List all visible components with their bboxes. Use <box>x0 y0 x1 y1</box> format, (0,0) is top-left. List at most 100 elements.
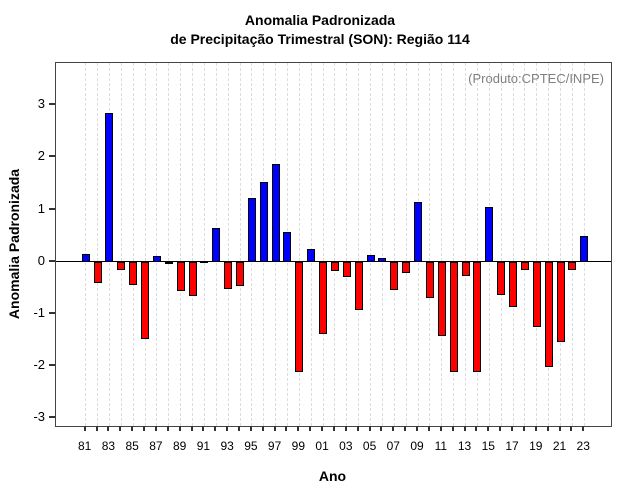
x-tick-label-2021: 21 <box>552 439 567 453</box>
x-tick-1989 <box>178 426 181 431</box>
bar-2015 <box>485 206 494 262</box>
bar-2021 <box>556 261 565 343</box>
gridline-2011 <box>441 63 443 426</box>
bar-1990 <box>188 261 197 297</box>
x-tick-label-1995: 95 <box>244 439 258 453</box>
y-tick-label-0: 0 <box>37 252 45 268</box>
x-tick-label-2001: 01 <box>315 439 329 453</box>
gridline-1989 <box>180 63 182 426</box>
bar-1982 <box>93 261 102 283</box>
y-tick-label--2: -2 <box>33 357 45 373</box>
gridline-2006 <box>381 63 383 426</box>
y-tick-2 <box>49 155 55 158</box>
x-tick-2015 <box>487 426 490 431</box>
x-tick-1992 <box>214 426 217 431</box>
y-tick-label--3: -3 <box>33 409 45 425</box>
x-tick-2002 <box>332 426 335 431</box>
x-tick-label-1997: 97 <box>267 439 282 453</box>
bar-1989 <box>176 261 185 292</box>
x-tick-2010 <box>427 426 430 431</box>
gridline-2001 <box>322 63 324 426</box>
bar-2009 <box>414 201 423 262</box>
y-tick--1 <box>49 311 55 314</box>
x-tick-2014 <box>475 426 478 431</box>
y-tick-label-1: 1 <box>37 200 45 216</box>
gridline-2017 <box>512 63 514 426</box>
bar-2017 <box>509 261 518 307</box>
gridline-2008 <box>405 63 407 426</box>
x-tick-label-1989: 89 <box>172 439 187 453</box>
gridline-1986 <box>144 63 146 426</box>
x-tick-2004 <box>356 426 359 431</box>
gridline-2005 <box>370 63 372 426</box>
x-tick-1981 <box>83 426 86 431</box>
gridline-1991 <box>203 63 205 426</box>
bar-2004 <box>354 261 363 310</box>
bar-2011 <box>437 261 446 336</box>
gridline-1988 <box>168 63 170 426</box>
bar-1992 <box>212 227 221 262</box>
x-axis-title: Ano <box>318 468 347 484</box>
bar-2002 <box>330 261 339 271</box>
gridline-1993 <box>227 63 229 426</box>
y-tick--3 <box>49 416 55 419</box>
x-tick-2001 <box>321 426 324 431</box>
gridline-1999 <box>298 63 300 426</box>
x-tick-1987 <box>154 426 157 431</box>
gridline-2012 <box>453 63 455 426</box>
x-tick-2020 <box>546 426 549 431</box>
gridline-2000 <box>310 63 312 426</box>
x-tick-2007 <box>392 426 395 431</box>
gridline-1990 <box>192 63 194 426</box>
bar-1985 <box>129 261 138 286</box>
gridline-2019 <box>536 63 538 426</box>
bar-1995 <box>247 198 256 262</box>
bar-1996 <box>259 181 268 262</box>
bar-2001 <box>319 261 328 334</box>
x-tick-label-2023: 23 <box>576 439 590 453</box>
gridline-2021 <box>560 63 561 426</box>
gridline-1984 <box>120 63 122 426</box>
x-tick-2018 <box>522 426 525 431</box>
x-tick-label-2011: 11 <box>434 439 448 453</box>
x-tick-2023 <box>582 426 585 431</box>
y-tick-0 <box>49 259 55 262</box>
x-tick-label-1999: 99 <box>291 439 306 453</box>
bar-2016 <box>497 261 506 295</box>
x-tick-label-2017: 17 <box>505 439 519 453</box>
bar-2000 <box>307 249 316 262</box>
chart-title-line1: Anomalia Padronizada <box>244 12 396 28</box>
x-tick-2005 <box>368 426 371 431</box>
bar-2022 <box>568 261 577 271</box>
gridline-2016 <box>500 63 502 426</box>
bar-2023 <box>580 236 589 262</box>
x-tick-label-1987: 87 <box>149 439 163 453</box>
y-tick-3 <box>49 103 55 106</box>
bar-2006 <box>378 257 387 262</box>
y-tick-label--1: -1 <box>33 304 45 320</box>
gridline-2020 <box>548 63 550 426</box>
source-annotation: (Produto:CPTEC/INPE) <box>468 71 604 86</box>
bar-1987 <box>152 256 161 262</box>
x-tick-1995 <box>249 426 252 431</box>
y-tick--2 <box>49 364 55 367</box>
x-tick-label-1991: 91 <box>196 439 211 453</box>
x-tick-label-2015: 15 <box>481 439 495 453</box>
x-tick-2009 <box>416 426 419 431</box>
gridline-2013 <box>465 63 467 426</box>
x-tick-label-1985: 85 <box>125 439 139 453</box>
x-tick-1999 <box>297 426 300 431</box>
x-tick-2008 <box>404 426 407 431</box>
bar-2003 <box>342 261 351 277</box>
x-tick-1991 <box>202 426 205 431</box>
gridline-2010 <box>429 63 431 426</box>
x-tick-label-1993: 93 <box>220 439 234 453</box>
bar-1981 <box>81 254 90 262</box>
gridline-1982 <box>97 63 99 426</box>
gridline-2003 <box>346 63 348 426</box>
gridline-1981 <box>85 63 87 426</box>
zero-line <box>56 261 611 263</box>
x-tick-1985 <box>131 426 134 431</box>
bar-1984 <box>117 261 126 270</box>
